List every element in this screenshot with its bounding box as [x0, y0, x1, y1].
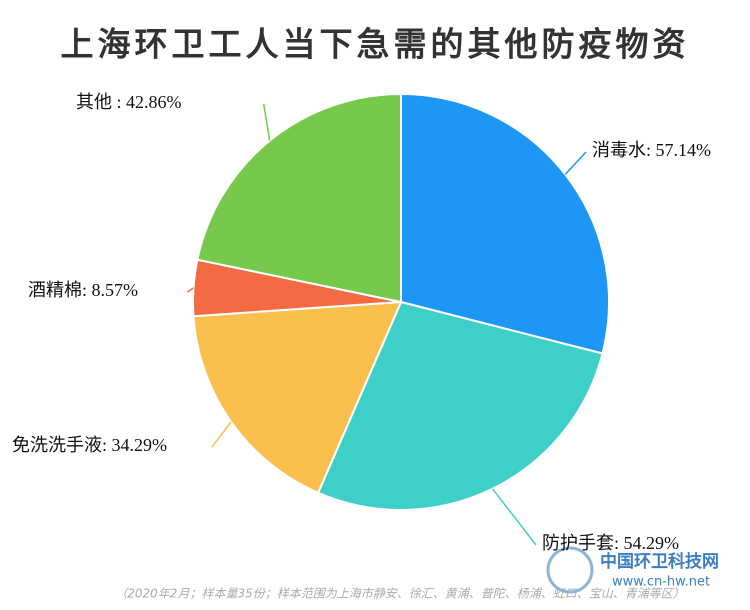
watermark-logo — [546, 546, 594, 594]
pie-slice — [192, 300, 403, 495]
pie-slice — [316, 300, 604, 511]
data-label: 消毒水: 57.14% — [592, 140, 711, 160]
data-label: 酒精棉: 8.57% — [28, 280, 138, 300]
pie-slice — [400, 92, 610, 355]
leader-line — [564, 151, 587, 175]
pie-slice — [196, 92, 402, 304]
chart-title: 上海环卫工人当下急需的其他防疫物资 — [61, 25, 690, 64]
leader-line — [211, 421, 232, 448]
data-label: 防护手套: 54.29% — [542, 533, 679, 553]
data-label: 其他 : 42.86% — [76, 92, 182, 112]
watermark-name: 中国环卫科技网 — [600, 551, 719, 572]
data-label: 免洗洗手液: 34.29% — [12, 435, 167, 455]
footnote: （2020年2月；样本量35份；样本范围为上海市静安、徐汇、黄浦、普陀、杨浦、虹… — [115, 587, 684, 601]
watermark-url: www.cn-hw.net — [612, 575, 710, 590]
leader-line — [262, 103, 271, 141]
leader-line — [187, 287, 194, 293]
leader-line — [491, 488, 537, 546]
